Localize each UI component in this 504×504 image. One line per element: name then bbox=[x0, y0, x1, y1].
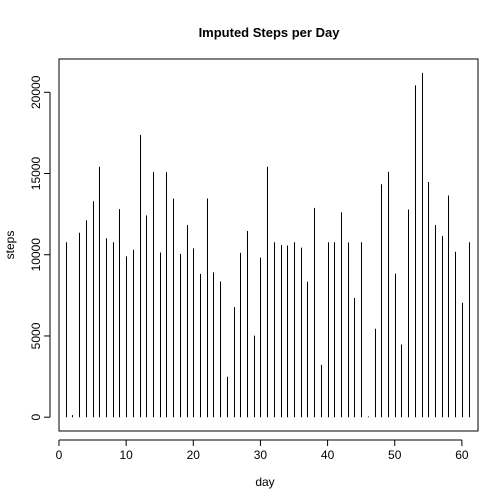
y-tick-label-15000: 15000 bbox=[29, 157, 43, 191]
x-tick-label-0: 0 bbox=[56, 448, 63, 462]
y-tick-label-10000: 10000 bbox=[29, 238, 43, 272]
plot-frame bbox=[58, 58, 479, 432]
x-tick-label-20: 20 bbox=[187, 448, 201, 462]
x-axis: 0 10 20 30 40 50 60 bbox=[56, 439, 469, 462]
x-tick-label-60: 60 bbox=[455, 448, 469, 462]
bars-group bbox=[66, 72, 470, 418]
y-axis: 0 5000 10000 15000 20000 bbox=[29, 75, 51, 421]
y-tick-label-5000: 5000 bbox=[29, 322, 43, 349]
x-tick-label-40: 40 bbox=[321, 448, 335, 462]
chart-title: Imputed Steps per Day bbox=[199, 25, 341, 40]
y-tick-label-0: 0 bbox=[29, 414, 43, 421]
x-axis-label: day bbox=[255, 475, 274, 489]
y-tick-label-20000: 20000 bbox=[29, 75, 43, 109]
x-tick-label-50: 50 bbox=[388, 448, 402, 462]
y-axis-label: steps bbox=[3, 231, 17, 260]
x-tick-label-30: 30 bbox=[254, 448, 268, 462]
x-tick-label-10: 10 bbox=[119, 448, 133, 462]
